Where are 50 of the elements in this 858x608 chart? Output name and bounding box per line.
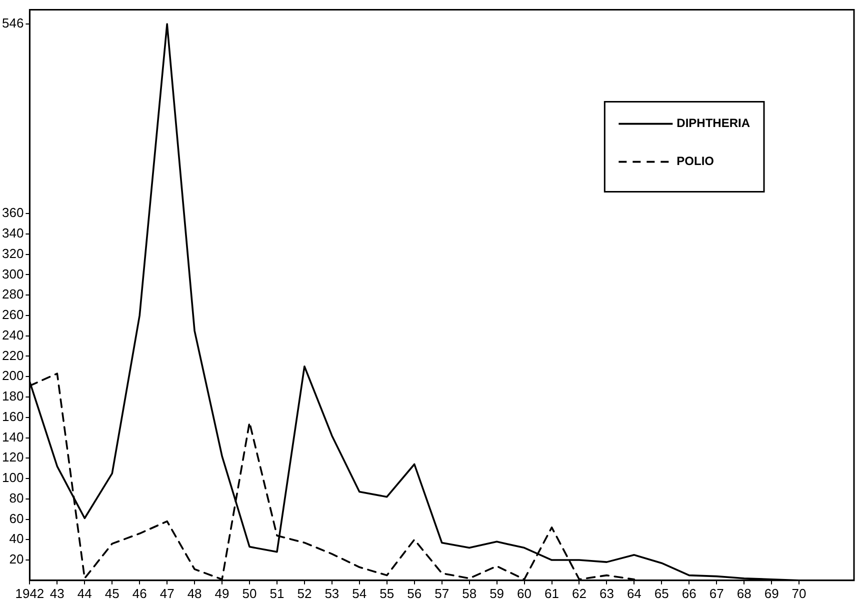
x-tick-label: 48 <box>187 586 202 601</box>
y-tick-label: 180 <box>2 388 24 404</box>
x-tick-label: 61 <box>544 586 559 601</box>
x-tick-label: 51 <box>270 586 284 601</box>
y-tick-label: 280 <box>2 286 24 302</box>
x-tick-label: 67 <box>709 586 724 601</box>
x-tick-label: 44 <box>77 586 92 601</box>
x-tick-label: 63 <box>599 586 614 601</box>
y-tick-label: 100 <box>2 470 24 486</box>
x-tick-label: 62 <box>572 586 586 601</box>
y-tick-label: 546 <box>2 16 24 31</box>
y-tick-label: 20 <box>9 552 24 567</box>
y-tick-label: 60 <box>9 510 24 526</box>
x-tick-label: 68 <box>736 586 752 601</box>
x-tick-label: 47 <box>160 586 174 601</box>
x-tick-label: 58 <box>462 586 477 601</box>
y-tick-label: 200 <box>2 368 24 384</box>
x-tick-label: 43 <box>50 586 64 601</box>
x-tick-label: 54 <box>352 586 367 601</box>
x-tick-label: 1942 <box>15 586 44 601</box>
y-tick-label: 160 <box>2 408 24 424</box>
x-tick-label: 52 <box>297 586 312 601</box>
x-tick-label: 65 <box>654 586 669 601</box>
x-tick-label: 60 <box>517 586 532 601</box>
x-tick-label: 53 <box>324 586 340 601</box>
y-tick-label: 40 <box>9 531 24 546</box>
x-tick-label: 64 <box>626 586 642 601</box>
x-tick-label: 59 <box>490 586 504 601</box>
y-tick-label: 300 <box>2 266 24 282</box>
x-tick-label: 56 <box>407 586 422 601</box>
x-tick-label: 49 <box>214 586 230 601</box>
x-tick-label: 69 <box>764 586 779 601</box>
y-tick-label: 260 <box>2 307 24 322</box>
y-tick-label: 140 <box>2 429 24 444</box>
y-tick-label: 240 <box>2 327 24 342</box>
y-tick-label: 340 <box>2 226 24 241</box>
x-tick-label: 55 <box>380 586 394 601</box>
y-tick-label: 320 <box>2 246 24 261</box>
y-tick-label: 80 <box>9 490 24 506</box>
legend-label: POLIO <box>676 154 714 168</box>
x-tick-label: 70 <box>792 586 806 601</box>
y-tick-label: 360 <box>2 205 24 220</box>
y-tick-label: 220 <box>2 348 24 363</box>
x-tick-label: 57 <box>434 586 450 601</box>
y-tick-label: 120 <box>2 450 24 465</box>
x-tick-label: 46 <box>132 586 147 601</box>
x-tick-label: 66 <box>682 586 696 601</box>
legend-label: DIPHTHERIA <box>676 116 750 130</box>
x-tick-label: 45 <box>104 586 120 601</box>
x-tick-label: 50 <box>242 586 257 601</box>
